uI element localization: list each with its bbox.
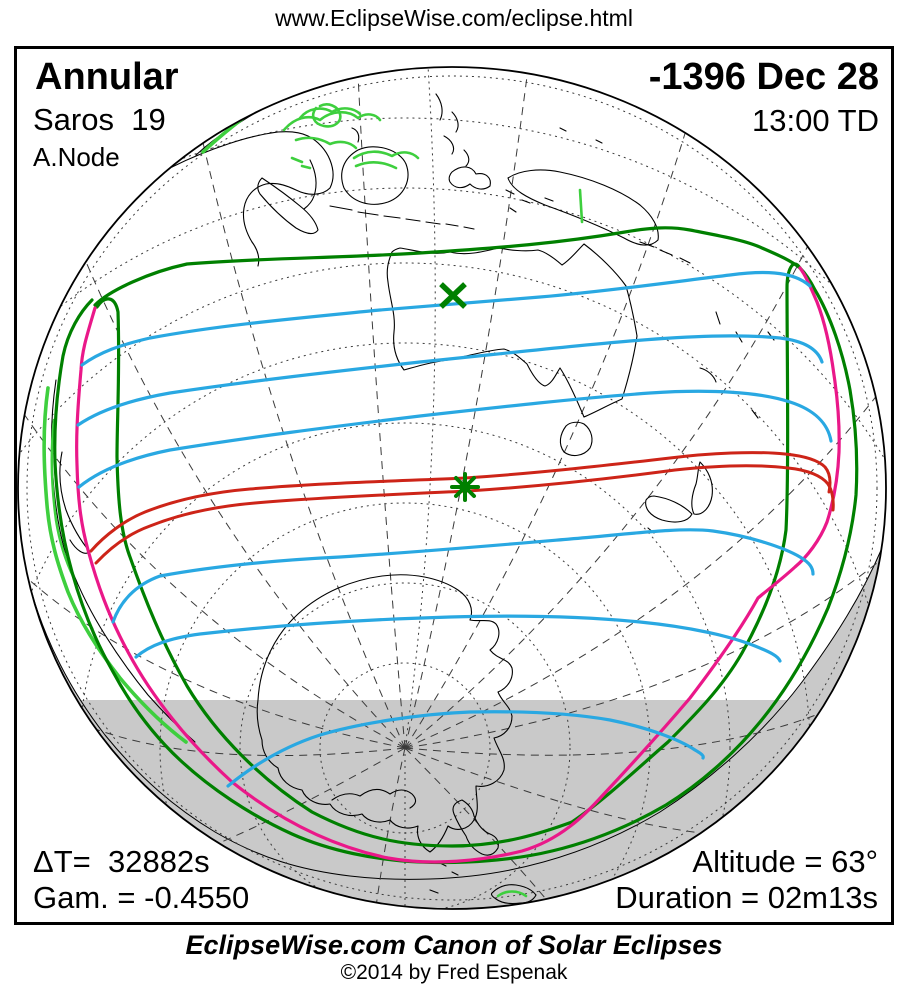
- eclipse-date: -1396 Dec 28: [648, 56, 879, 98]
- limb-coast-green: [201, 95, 278, 154]
- new-guinea-border-green: [578, 188, 584, 224]
- sunrise-sunset-curve: [75, 266, 841, 864]
- limb-inner-dotted: [26, 75, 878, 901]
- green-x-marker: [439, 282, 467, 309]
- eclipse-globe-map: [17, 66, 887, 910]
- yangtze-green: [352, 150, 420, 160]
- altitude-value: Altitude = 63°: [692, 844, 878, 879]
- delta-t-value: ΔT= 32882s: [33, 844, 210, 879]
- saros-label: Saros 19: [33, 102, 166, 137]
- penumbral-magnitude-lines: [76, 270, 833, 788]
- canon-title: EclipseWise.com Canon of Solar Eclipses: [185, 930, 723, 960]
- green-asterisk-marker: [450, 472, 480, 502]
- duration-value: Duration = 02m13s: [615, 880, 878, 915]
- copyright: ©2014 by Fred Espenak: [340, 961, 568, 984]
- eclipse-type-label: Annular: [35, 56, 179, 98]
- map-frame: Annular Saros 19 A.Node -1396 Dec 28 13:…: [14, 46, 894, 925]
- penumbra-outer-limit-west: [53, 266, 859, 865]
- penumbra-outer-limit-top: [93, 226, 802, 307]
- penumbra-inner-limit: [95, 262, 802, 848]
- site-url: www.EclipseWise.com/eclipse.html: [275, 5, 633, 31]
- path-of-annularity: [89, 451, 835, 565]
- globe-limb: [17, 66, 887, 910]
- gamma-value: Gam. = -0.4550: [33, 880, 250, 915]
- terminator-line: [30, 547, 883, 880]
- node-label: A.Node: [33, 142, 120, 172]
- borneo-river-green: [354, 161, 398, 170]
- eclipse-time: 13:00 TD: [752, 103, 879, 138]
- night-shading-fill: [31, 548, 882, 909]
- bottom-island-green: [496, 890, 528, 898]
- south-america-green: [42, 386, 188, 744]
